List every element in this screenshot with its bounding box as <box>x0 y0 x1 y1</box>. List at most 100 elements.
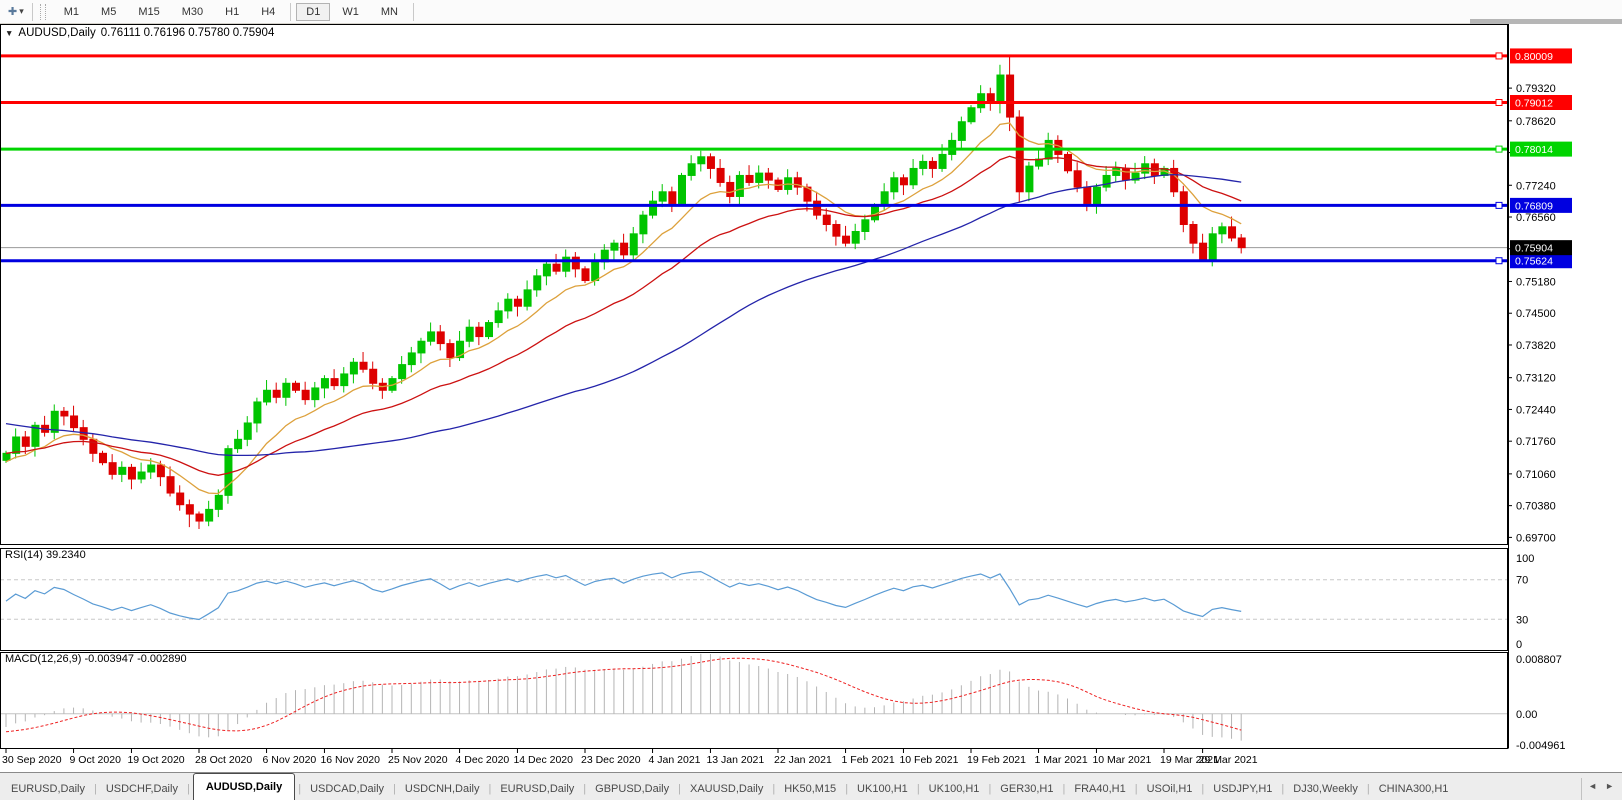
symbol-tab-12-fra40-h1[interactable]: FRA40,H1 <box>1074 783 1126 795</box>
tab-separator: | <box>916 783 920 795</box>
symbol-tab-11-ger30-h1[interactable]: GER30,H1 <box>1000 783 1054 795</box>
timeframe-button-h4[interactable]: H4 <box>261 5 276 18</box>
level-anchor[interactable] <box>1495 145 1503 153</box>
price-badge: 0.79012 <box>1515 97 1553 109</box>
macd-label: MACD(12,26,9) -0.003947 -0.002890 <box>5 653 187 665</box>
level-anchor[interactable] <box>1495 257 1503 265</box>
timeframe-button-m30[interactable]: M30 <box>181 5 204 18</box>
date-tick-label: 23 Dec 2020 <box>581 754 641 766</box>
price-tick-label: 0.69700 <box>1516 532 1556 544</box>
price-badge: 0.75624 <box>1515 256 1553 268</box>
symbol-tab-14-usdjpy-h1[interactable]: USDJPY,H1 <box>1213 783 1273 795</box>
tab-separator: | <box>1366 783 1370 795</box>
tab-separator: | <box>1281 783 1285 795</box>
symbol-tab-1-usdchf-daily[interactable]: USDCHF,Daily <box>105 783 178 795</box>
price-badge: 0.75904 <box>1515 243 1553 255</box>
timeframe-button-m5[interactable]: M5 <box>101 5 117 18</box>
chart-title-bar[interactable]: ▼ AUDUSD,Daily 0.76111 0.76196 0.75780 0… <box>5 27 274 39</box>
price-axis[interactable]: 0.793200.786200.779400.772400.765600.758… <box>2 48 1572 766</box>
date-tick-label: 28 Oct 2020 <box>195 754 252 766</box>
symbol-tab-8-hk50-m15[interactable]: HK50,M15 <box>784 783 837 795</box>
price-badge: 0.80009 <box>1515 51 1553 63</box>
chart-cursor-icon[interactable]: ✚ <box>8 6 18 18</box>
date-tick-label: 4 Jan 2021 <box>649 754 701 766</box>
toolbar-separator <box>412 2 414 21</box>
level-anchor[interactable] <box>1495 98 1503 106</box>
rsi-label: RSI(14) 39.2340 <box>5 549 86 561</box>
date-tick-label: 14 Dec 2020 <box>513 754 573 766</box>
chart-canvas[interactable]: 0.793200.786200.779400.772400.765600.758… <box>0 24 1622 767</box>
macd-tick-label: 0.008807 <box>1516 654 1562 666</box>
macd-signal-line <box>5 657 1242 733</box>
date-tick-label: 10 Feb 2021 <box>899 754 958 766</box>
date-tick-label: 29 Mar 2021 <box>1199 754 1258 766</box>
rsi-line <box>5 570 1242 621</box>
price-tick-label: 0.71060 <box>1516 469 1556 481</box>
tab-scroll-left-icon[interactable]: ◄ <box>1588 781 1598 791</box>
price-tick-label: 0.79320 <box>1516 83 1556 95</box>
horizontal-level-lines[interactable] <box>0 52 1508 265</box>
macd-tick-label: 0.00 <box>1516 709 1537 721</box>
level-anchor[interactable] <box>1495 52 1503 60</box>
collapse-icon[interactable]: ▼ <box>5 28 14 38</box>
price-tick-label: 0.70380 <box>1516 501 1556 513</box>
date-tick-label: 19 Feb 2021 <box>967 754 1026 766</box>
symbol-tabs: EURUSD,Daily | USDCHF,Daily | AUDUSD,Daily | U… <box>0 773 1581 800</box>
rsi-pane-border <box>0 548 1508 651</box>
date-tick-label: 6 Nov 2020 <box>263 754 317 766</box>
price-badge: 0.78014 <box>1515 144 1553 156</box>
date-tick-label: 25 Nov 2020 <box>388 754 448 766</box>
ohlc-low: 0.75780 <box>188 27 230 39</box>
date-tick-label: 10 Mar 2021 <box>1092 754 1151 766</box>
tab-scroll-right-icon[interactable]: ► <box>1605 781 1614 791</box>
price-tick-label: 0.71760 <box>1516 436 1556 448</box>
symbol-tab-7-xauusd-daily[interactable]: XAUUSD,Daily <box>689 783 764 795</box>
candlesticks <box>2 55 1246 529</box>
level-anchor[interactable] <box>1495 201 1503 209</box>
symbol-tab-6-gbpusd-daily[interactable]: GBPUSD,Daily <box>595 783 670 795</box>
symbol-tab-16-china300-h1[interactable]: CHINA300,H1 <box>1378 783 1449 795</box>
symbol-tab-0-eurusd-daily[interactable]: EURUSD,Daily <box>11 783 85 795</box>
symbol-tab-3-usdcad-daily[interactable]: USDCAD,Daily <box>310 783 385 795</box>
tab-separator: | <box>988 783 992 795</box>
toolbar-grip[interactable] <box>39 3 46 20</box>
chevron-down-icon[interactable]: ▾ <box>19 6 24 16</box>
date-tick-label: 30 Sep 2020 <box>2 754 62 766</box>
tab-separator: | <box>93 783 97 795</box>
symbol-tab-15-dj30-weekly[interactable]: DJ30,Weekly <box>1293 783 1358 795</box>
price-tick-label: 0.76560 <box>1516 212 1556 224</box>
symbol-tab-4-usdcnh-daily[interactable]: USDCNH,Daily <box>404 783 480 795</box>
ma-line-ema10 <box>5 122 1242 495</box>
price-tick-label: 0.75180 <box>1516 276 1556 288</box>
main-pane-border <box>0 24 1508 545</box>
symbol-tab-9-uk100-h1[interactable]: UK100,H1 <box>857 783 908 795</box>
price-tick-label: 0.73120 <box>1516 373 1556 385</box>
toolbar-scrollbar[interactable] <box>1470 19 1622 24</box>
ohlc-open: 0.76111 <box>100 27 141 39</box>
symbol-tab-2-audusd-daily[interactable]: AUDUSD,Daily <box>192 773 296 800</box>
tab-separator: | <box>678 783 681 795</box>
price-tick-label: 0.73820 <box>1516 340 1556 352</box>
tab-separator: | <box>772 783 776 795</box>
timeframe-button-w1[interactable]: W1 <box>342 5 359 18</box>
timeframe-button-d1[interactable]: D1 <box>296 2 331 21</box>
timeframe-button-mn[interactable]: MN <box>380 5 398 18</box>
rsi-tick-label: 70 <box>1516 575 1528 587</box>
symbol-tab-10-uk100-h1[interactable]: UK100,H1 <box>928 783 980 795</box>
tab-separator: | <box>1134 783 1138 795</box>
timeframe-button-h1[interactable]: H1 <box>225 5 240 18</box>
timeframe-button-m15[interactable]: M15 <box>138 5 160 18</box>
top-toolbar: ✚ ▾ M1 M5 M15 M30 H1 H4 D1 W1 MN <box>0 0 1622 24</box>
symbol-tab-5-eurusd-daily[interactable]: EURUSD,Daily <box>500 783 575 795</box>
macd-pane-border <box>0 652 1508 749</box>
tab-separator: | <box>1062 783 1066 795</box>
symbol-tab-13-usoil-h1[interactable]: USOil,H1 <box>1146 783 1193 795</box>
price-badge: 0.76809 <box>1515 200 1553 212</box>
timeframe-button-m1[interactable]: M1 <box>63 5 80 18</box>
price-tick-label: 0.72440 <box>1516 404 1556 416</box>
date-tick-label: 1 Mar 2021 <box>1035 754 1088 766</box>
ohlc-high: 0.76196 <box>143 27 186 39</box>
tab-separator: | <box>488 783 492 795</box>
rsi-tick-label: 30 <box>1516 614 1528 626</box>
